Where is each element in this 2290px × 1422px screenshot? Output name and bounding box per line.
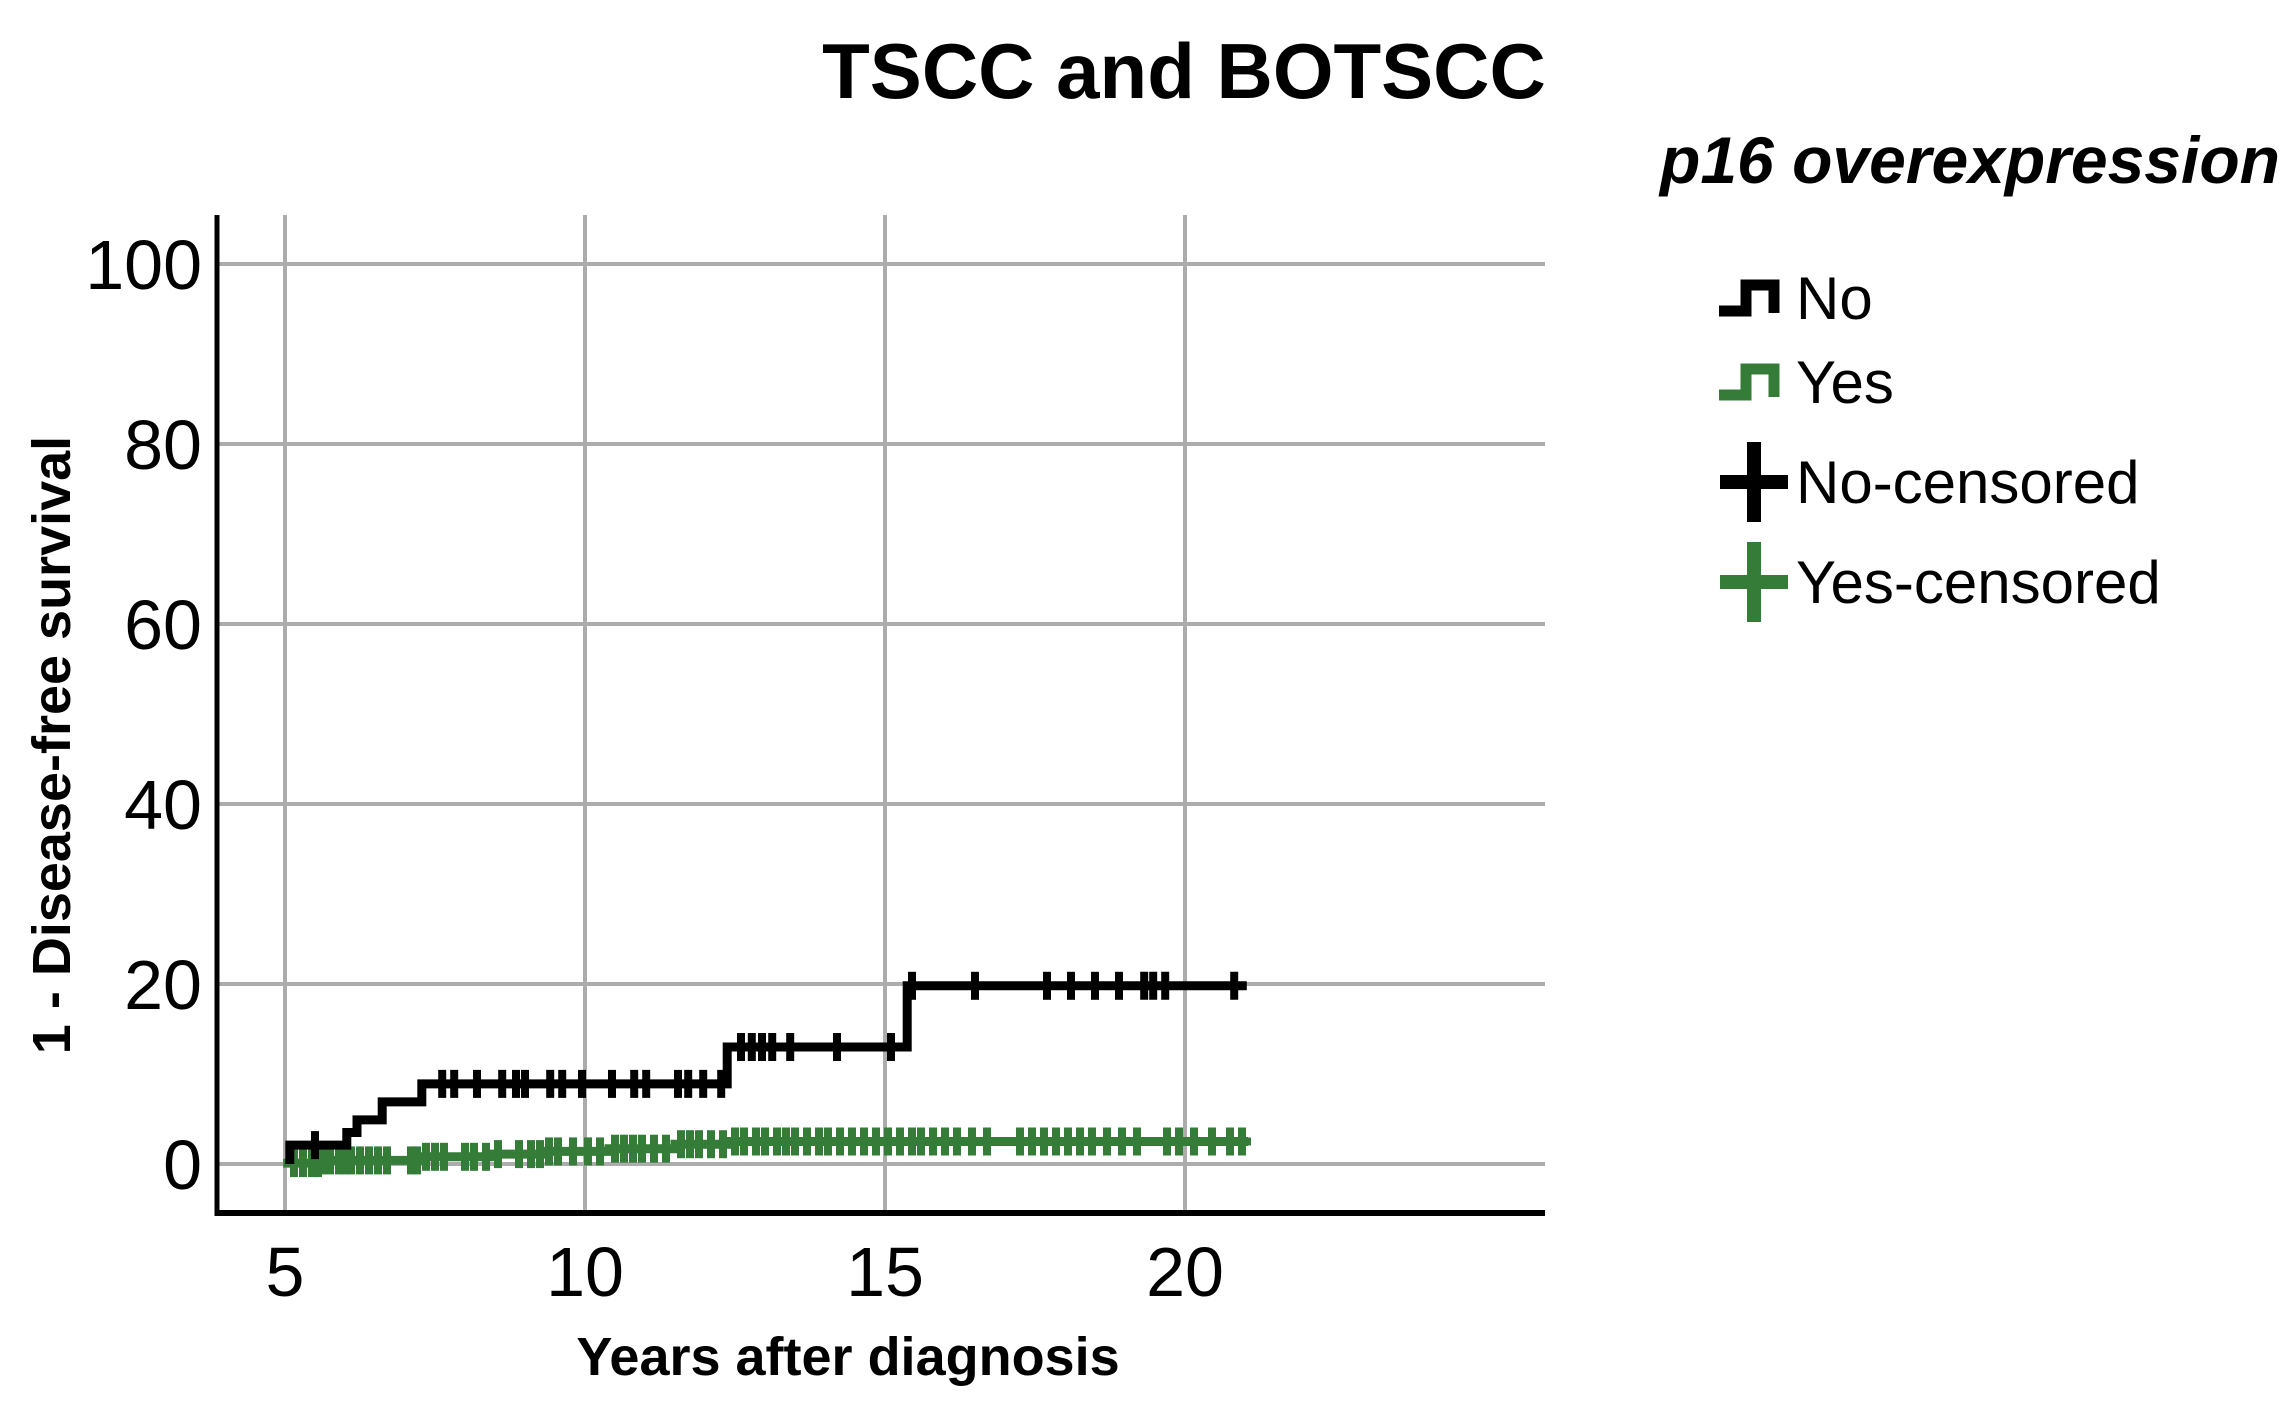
x-tick-label: 5 — [266, 1233, 305, 1311]
no-censored-glyph — [1720, 442, 1788, 522]
y-tick-label: 20 — [124, 946, 202, 1024]
legend-label-no: No — [1796, 264, 1873, 332]
chart-title: TSCC and BOTSCC — [822, 27, 1546, 115]
x-tick-label: 10 — [546, 1233, 624, 1311]
legend-item-yes: Yes — [1716, 336, 1894, 428]
yes-glyph — [1719, 363, 1780, 401]
legend-label-yes-censored: Yes-censored — [1796, 548, 2161, 616]
legend-label-no-censored: No-censored — [1796, 448, 2140, 516]
x-tick-label: 15 — [846, 1233, 924, 1311]
series-line-no — [285, 981, 1247, 1164]
legend-title: p16 overexpression — [1660, 123, 2280, 197]
legend-item-no: No — [1716, 252, 1873, 344]
legend: p16 overexpression No Yes No-censored Yes-c… — [1652, 0, 2290, 700]
x-tick-label: 20 — [1146, 1233, 1224, 1311]
y-axis-title-text: 1 - Disease-free survival — [22, 435, 82, 1055]
x-axis-title: Years after diagnosis — [576, 1327, 1120, 1387]
y-tick-label: 0 — [163, 1126, 202, 1204]
y-tick-label: 100 — [85, 226, 202, 304]
legend-item-no-censored: No-censored — [1716, 436, 2140, 528]
y-tick-label: 80 — [124, 406, 202, 484]
y-tick-label: 40 — [124, 766, 202, 844]
legend-item-yes-censored: Yes-censored — [1716, 536, 2161, 628]
y-tick-label: 60 — [124, 586, 202, 664]
no-glyph — [1719, 279, 1780, 317]
legend-label-yes: Yes — [1796, 348, 1894, 416]
yes-censored-glyph — [1720, 542, 1788, 622]
